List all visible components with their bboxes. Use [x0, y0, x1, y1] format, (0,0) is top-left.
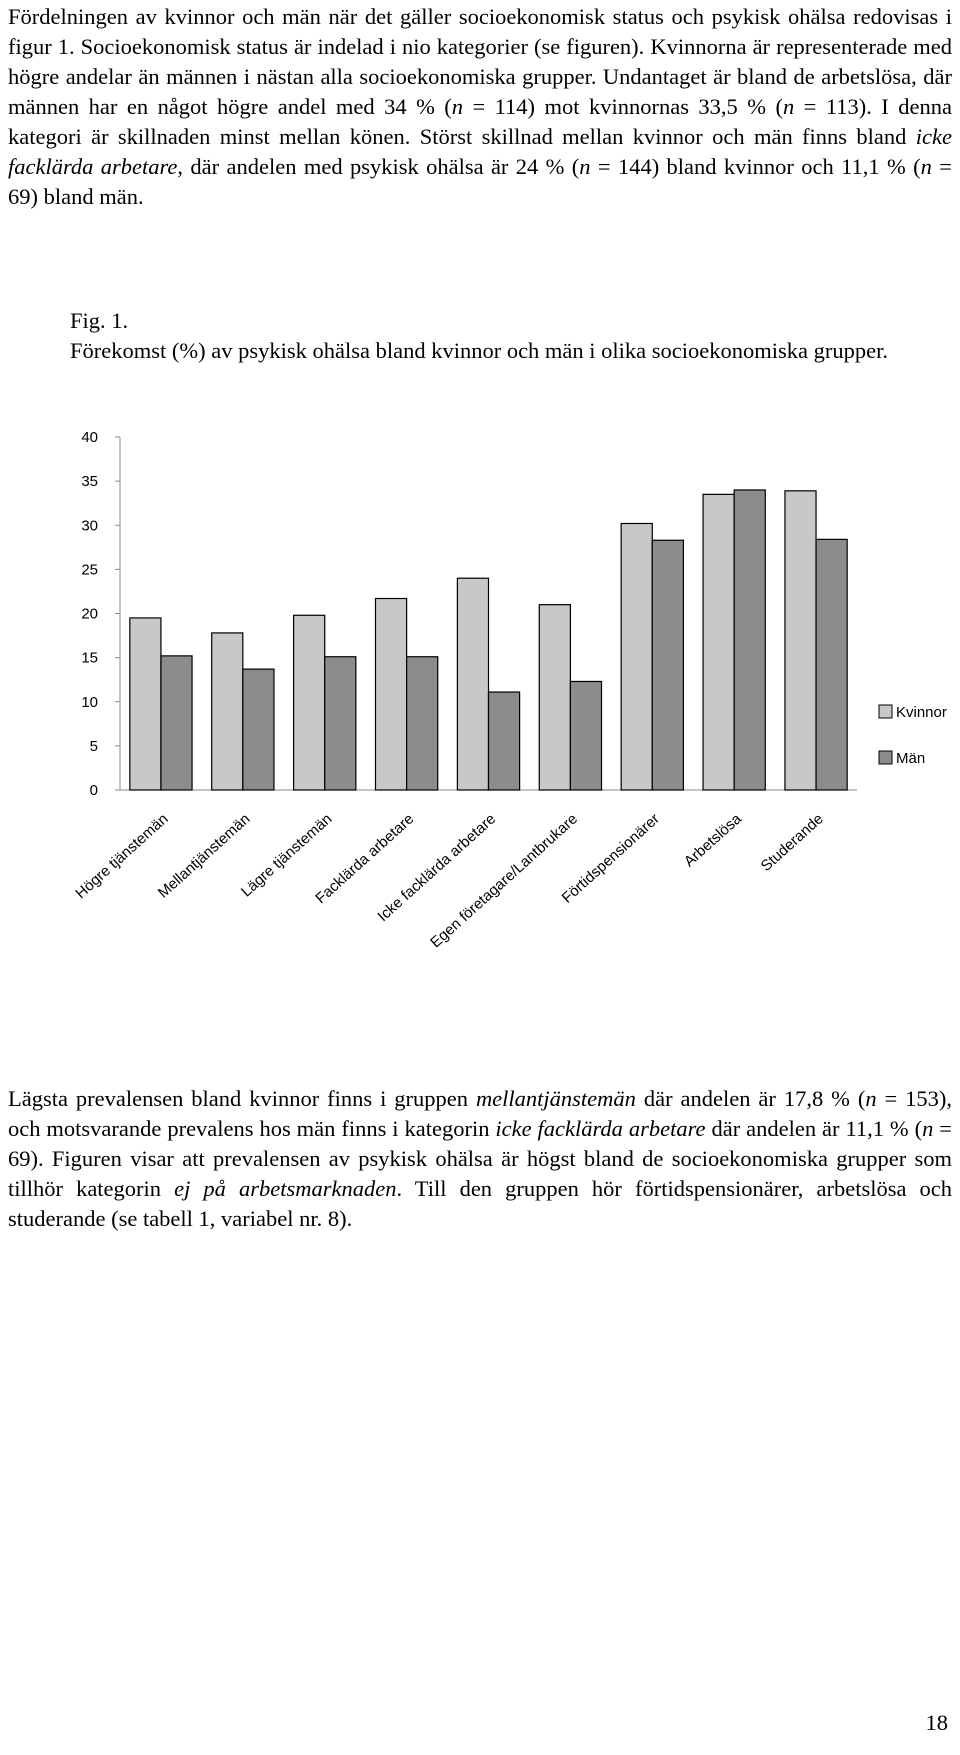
text-run: = 114) mot kvinnornas 33,5 % (: [463, 94, 783, 119]
text-run: , där andelen med psykisk ohälsa är 24 %…: [177, 154, 580, 179]
y-tick-label: 40: [81, 429, 98, 446]
text-run: n: [579, 154, 591, 179]
x-tick-label: Egen företagare/Lantbrukare: [427, 810, 581, 951]
text-run: = 113). I denna kategori är skillnaden m…: [8, 94, 952, 149]
bar: [293, 614, 326, 791]
y-tick-label: 5: [90, 738, 98, 755]
y-tick-label: 30: [81, 517, 98, 534]
text-run: n: [920, 154, 932, 179]
legend-label: Kvinnor: [896, 704, 947, 721]
bar: [538, 604, 571, 791]
legend-swatch: [878, 750, 893, 765]
text-run: ej på arbetsmarknaden: [174, 1176, 397, 1201]
text-run: där andelen är 17,8 % (: [635, 1086, 866, 1111]
bar: [129, 617, 162, 791]
bar: [651, 539, 684, 791]
text-run: Fördelningen av kvinnor och män när det …: [8, 4, 952, 119]
text-run: n: [782, 94, 795, 119]
text-run: = 69) bland män.: [8, 154, 952, 209]
bar: [815, 538, 848, 791]
y-tick-label: 10: [81, 694, 98, 711]
y-tick-label: 35: [81, 473, 98, 490]
bar: [733, 489, 766, 791]
bar: [569, 680, 603, 791]
text-run: n: [922, 1116, 934, 1141]
bar: [702, 493, 735, 791]
figure-caption: Förekomst (%) av psykisk ohälsa bland kv…: [70, 338, 888, 363]
text-run: n: [451, 94, 464, 119]
x-tick-label: Arbetslösa: [681, 810, 746, 870]
bar: [242, 668, 275, 791]
text-run: = 153), och motsvarande prevalens hos mä…: [8, 1086, 953, 1141]
text-run: Lägsta prevalensen bland kvinnor finns i…: [8, 1086, 476, 1111]
bar: [324, 656, 357, 791]
bar: [406, 656, 439, 791]
text-run: icke facklärda arbetare: [8, 124, 952, 179]
page-number: 18: [925, 1710, 949, 1735]
text-run: = 69). Figuren visar att prevalensen av …: [8, 1116, 952, 1201]
x-tick-label: Studerande: [758, 810, 827, 875]
text-run: där andelen är 11,1 % (: [705, 1116, 923, 1141]
text-run: n: [865, 1086, 877, 1111]
legend-label: Män: [896, 750, 925, 767]
bar: [487, 691, 521, 791]
paragraph: Lägsta prevalensen bland kvinnor finns i…: [8, 1084, 952, 1234]
y-tick-label: 20: [81, 606, 98, 623]
bar: [374, 597, 408, 791]
text-run: mellantjänstemän: [475, 1086, 636, 1111]
bar: [784, 490, 817, 791]
text-run: . Till den gruppen hör förtidspensionäre…: [8, 1176, 953, 1231]
bar: [211, 632, 244, 791]
y-tick-label: 15: [81, 650, 98, 667]
text-run: icke facklärda arbetare: [495, 1116, 706, 1141]
bar: [160, 655, 193, 791]
bar: [620, 522, 653, 791]
y-tick-label: 25: [81, 561, 98, 578]
y-tick-label: 0: [90, 782, 98, 799]
figure-label: Fig. 1.: [70, 308, 129, 333]
bar: [456, 577, 490, 791]
legend-swatch: [878, 704, 893, 719]
text-run: = 144) bland kvinnor och 11,1 % (: [590, 154, 921, 179]
paragraph: Fördelningen av kvinnor och män när det …: [8, 2, 952, 212]
